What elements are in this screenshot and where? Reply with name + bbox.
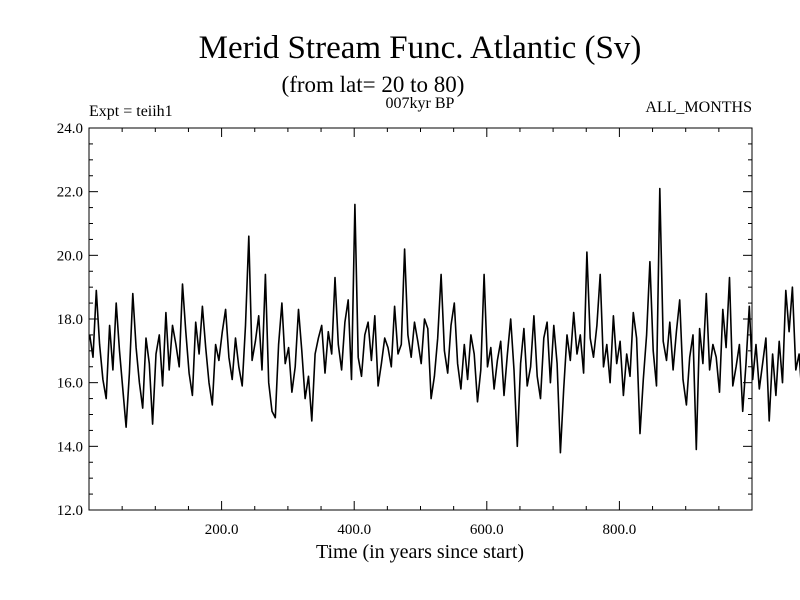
x-tick-label: 200.0	[205, 522, 239, 538]
x-axis-label: Time (in years since start)	[316, 541, 524, 563]
series-line	[88, 187, 800, 454]
y-tick-label: 16.0	[57, 376, 83, 392]
y-tick-label: 14.0	[57, 439, 83, 455]
chart-subtitle: (from lat= 20 to 80)	[282, 72, 465, 97]
axis-ticks	[89, 127, 752, 511]
x-tick-labels: 200.0 400.0 600.0 800.0	[205, 522, 637, 538]
y-tick-label: 18.0	[57, 312, 83, 328]
x-tick-label: 600.0	[470, 522, 504, 538]
x-tick-label: 400.0	[337, 522, 371, 538]
experiment-label: Expt = teiih1	[89, 103, 173, 120]
y-tick-labels: 12.0 14.0 16.0 18.0 20.0 22.0 24.0	[57, 121, 83, 519]
x-tick-label: 800.0	[603, 522, 637, 538]
y-tick-label: 12.0	[57, 503, 83, 519]
y-tick-label: 24.0	[57, 121, 83, 137]
period-label: 007kyr BP	[386, 95, 455, 112]
chart-title: Merid Stream Func. Atlantic (Sv)	[199, 30, 642, 66]
y-tick-label: 20.0	[57, 248, 83, 264]
y-tick-label: 22.0	[57, 185, 83, 201]
months-label: ALL_MONTHS	[645, 99, 752, 116]
